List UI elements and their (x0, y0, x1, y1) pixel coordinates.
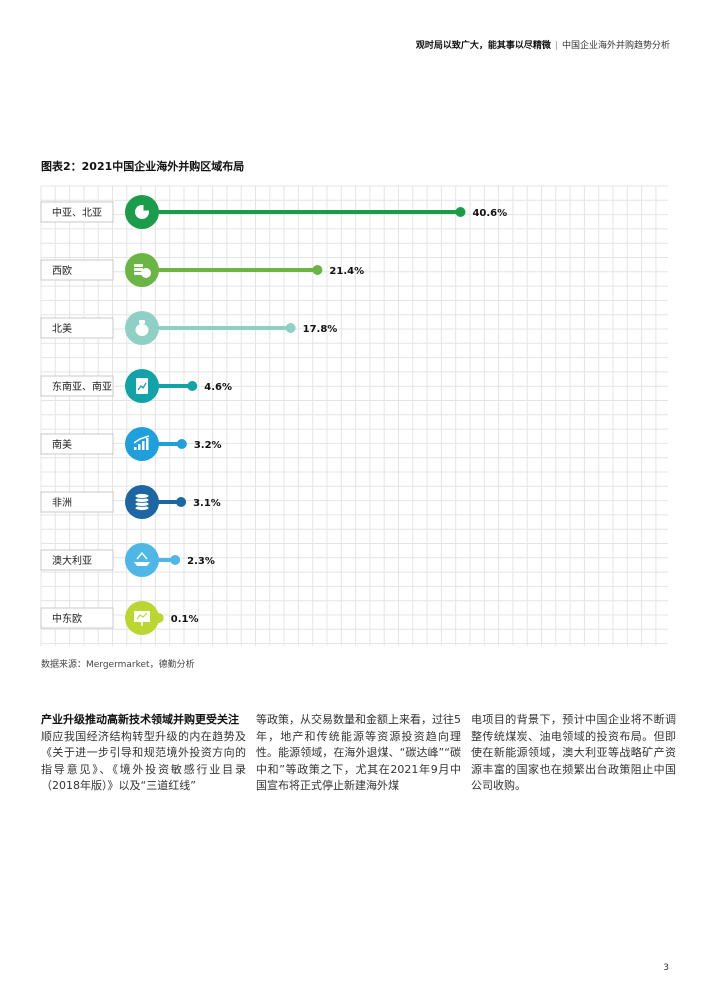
header-title: 中国企业海外并购趋势分析 (561, 41, 670, 51)
category-label-box (40, 607, 114, 629)
icon-shape (134, 264, 143, 267)
data-label: 0.1% (171, 614, 199, 625)
header-slogan: 观时局以致广大，能其事以尽精微 (415, 41, 551, 51)
category-label: 南美 (52, 438, 72, 451)
category-label-box (40, 433, 114, 455)
icon-shape (142, 441, 145, 450)
chart-row: 西欧 21.4% (40, 253, 364, 287)
category-label-box (40, 201, 114, 223)
icon-shape (134, 562, 150, 566)
bar-end-dot (176, 497, 187, 507)
chart-grid (40, 185, 668, 646)
category-label: 非洲 (52, 497, 72, 509)
data-label: 40.6% (472, 208, 507, 219)
icon-shape (136, 551, 148, 560)
icon-shape (146, 438, 149, 450)
coins-dollar-icon (125, 253, 159, 287)
chart-row: 南美 3.2% (40, 427, 222, 461)
icon-shape (136, 612, 148, 620)
text-column-3: 电项目的背景下，预计中国企业将不断调整传统煤炭、油电领域的投资布局。但即使在新能… (471, 712, 676, 795)
icon-shape (134, 268, 143, 271)
growth-chart-icon (125, 427, 159, 461)
category-label-box (40, 317, 114, 339)
header-separator: | (554, 41, 558, 51)
icon-circle (125, 543, 159, 577)
chart-title: 图表2：2021中国企业海外并购区域布局 (41, 160, 245, 173)
category-label-box (40, 375, 114, 397)
text-column-1: 产业升级推动高新技术领域并购更受关注 顺应我国经济结构转型升级的内在趋势及《关于… (41, 712, 246, 795)
icon-shape (134, 447, 137, 450)
bar-end-dot (170, 555, 181, 565)
chart-row: 北美 17.8% (40, 311, 338, 345)
bar-end-dot (187, 381, 198, 391)
icon-shape (136, 378, 148, 394)
data-label: 4.6% (204, 382, 232, 393)
document-chart-icon (125, 369, 159, 403)
category-label: 中亚、北亚 (52, 206, 102, 219)
money-bag-icon (125, 311, 159, 345)
icon-shape (134, 272, 143, 275)
scale-icon (125, 543, 159, 577)
data-label: 3.2% (194, 440, 222, 451)
column-1-text: 顺应我国经济结构转型升级的内在趋势及《关于进一步引导和规范境外投资方向的指导意见… (41, 729, 246, 793)
column-2-text: 等政策，从交易数量和金额上来看，过往5年，地产和传统能源等资源投资趋向理性。能源… (256, 713, 461, 793)
category-label: 澳大利亚 (52, 554, 92, 567)
category-label-box (40, 259, 114, 281)
category-label-box (40, 549, 114, 571)
icon-shape (139, 320, 145, 324)
icon-shape (135, 324, 149, 336)
bar-end-dot (312, 265, 323, 275)
data-label: 21.4% (329, 266, 364, 277)
data-label: 2.3% (187, 556, 215, 567)
bar-end-dot (455, 207, 466, 217)
icon-shape (133, 435, 150, 444)
coin-stack-icon (125, 485, 159, 519)
page-header: 观时局以致广大，能其事以尽精微 | 中国企业海外并购趋势分析 (416, 38, 670, 51)
category-label: 中东欧 (52, 612, 82, 625)
icon-shape (141, 268, 151, 278)
pie-chart-icon (125, 195, 159, 229)
section-heading: 产业升级推动高新技术领域并购更受关注 (41, 713, 239, 726)
data-label: 3.1% (193, 498, 221, 509)
column-3-text: 电项目的背景下，预计中国企业将不断调整传统煤炭、油电领域的投资布局。但即使在新能… (471, 713, 676, 793)
chart-row: 东南亚、南亚 4.6% (40, 369, 232, 403)
chart-row: 非洲 3.1% (40, 485, 221, 519)
category-label: 西欧 (52, 265, 72, 277)
bar-end-dot (176, 439, 187, 449)
chart-source: 数据来源：Mergermarket，德勤分析 (41, 660, 195, 670)
bar-chart: 中亚、北亚 40.6% 西欧 21.4% 北美 17.8% 东南亚、南亚 4.6% 南美 3.2%… (40, 185, 668, 646)
bar-end-dot (285, 323, 296, 333)
chart-row: 澳大利亚 2.3% (40, 543, 215, 577)
data-label: 17.8% (303, 324, 338, 335)
icon-shape (138, 444, 141, 450)
icon-shape (143, 203, 151, 211)
chart-row: 中亚、北亚 40.6% (40, 195, 507, 229)
category-label: 东南亚、南亚 (52, 380, 112, 393)
chart-row: 中东欧 0.1% (40, 601, 199, 635)
icon-shape (137, 382, 147, 391)
category-label-box (40, 491, 114, 513)
presentation-icon (125, 601, 159, 635)
page-number: 3 (663, 963, 669, 973)
text-column-2: 等政策，从交易数量和金额上来看，过往5年，地产和传统能源等资源投资趋向理性。能源… (256, 712, 461, 795)
icon-shape (134, 493, 150, 499)
category-label: 北美 (52, 322, 72, 335)
